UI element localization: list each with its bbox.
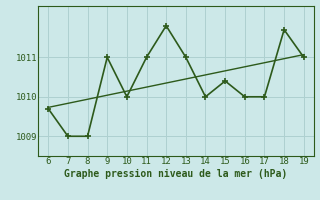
X-axis label: Graphe pression niveau de la mer (hPa): Graphe pression niveau de la mer (hPa) [64, 169, 288, 179]
